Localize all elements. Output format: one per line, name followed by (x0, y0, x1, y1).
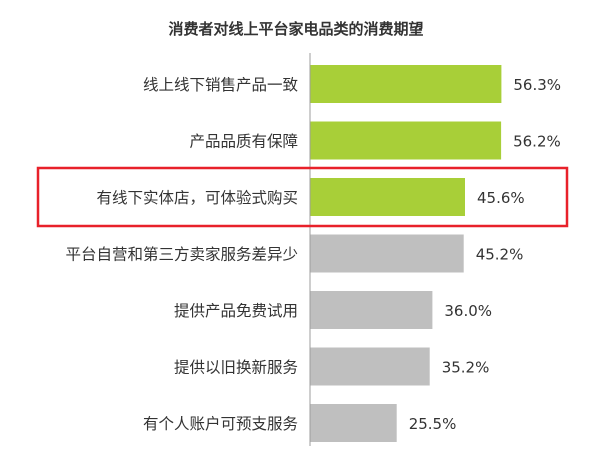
category-label-5: 提供以旧换新服务 (174, 359, 298, 377)
highlight-box (36, 166, 569, 228)
value-label-5: 35.2% (442, 359, 490, 377)
chart-title: 消费者对线上平台家电品类的消费期望 (168, 20, 423, 38)
bar-2 (310, 178, 465, 216)
bar-1 (310, 121, 502, 160)
category-label-6: 有个人账户可预支服务 (143, 415, 298, 433)
category-label-2: 有线下实体店，可体验式购买 (96, 189, 298, 207)
category-label-4: 提供产品免费试用 (174, 302, 298, 320)
value-label-4: 36.0% (444, 302, 492, 320)
value-label-2: 45.6% (477, 189, 525, 207)
category-label-1: 产品品质有保障 (189, 133, 298, 151)
bars-layer: 线上线下销售产品一致 56.3% 产品品质有保障 56.2% 有线下实体店，可体验式购买… (36, 53, 569, 446)
bar-5 (310, 347, 430, 386)
value-label-3: 45.2% (476, 246, 524, 264)
bar-6 (310, 404, 397, 442)
category-label-0: 线上线下销售产品一致 (143, 76, 299, 94)
bar-4 (310, 291, 433, 329)
category-label-3: 平台自营和第三方卖家服务差异少 (65, 246, 298, 264)
value-label-6: 25.5% (409, 415, 457, 433)
bar-0 (310, 65, 502, 103)
value-label-1: 56.2% (513, 133, 561, 151)
value-label-0: 56.3% (513, 76, 561, 94)
bar-3 (310, 234, 464, 273)
